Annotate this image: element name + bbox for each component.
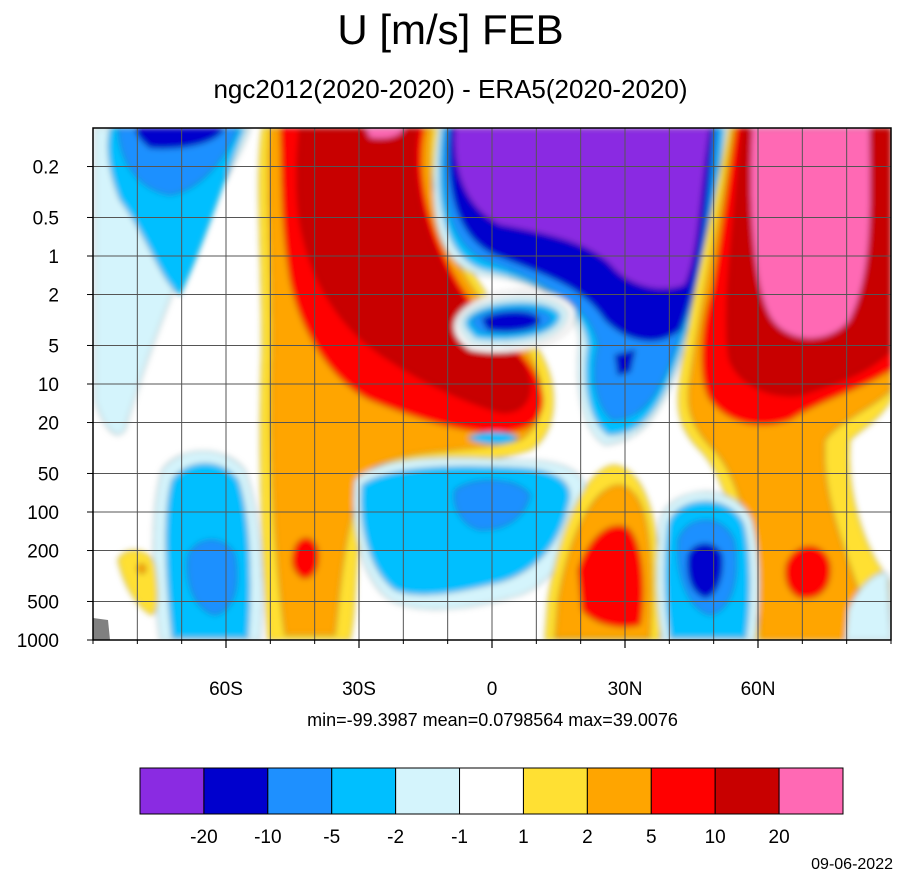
y-tick-label: 10 [38,375,59,396]
colorbar [139,767,844,815]
y-tick-label: 200 [27,542,59,563]
y-tick-label: 0.5 [33,208,59,229]
region-nh-westerly-pink [750,128,871,339]
region-eq-easterly-purple [454,128,711,290]
colorbar-label: -20 [190,827,217,848]
colorbar-swatch [714,767,780,815]
colorbar-label: -10 [254,827,281,848]
colorbar-swatch [331,767,397,815]
colorbar-swatch [586,767,652,815]
chart-subtitle: ngc2012(2020-2020) - ERA5(2020-2020) [213,74,688,104]
plot-area [93,128,891,640]
colorbar-swatch [203,767,269,815]
x-tick-label: 30S [342,679,376,700]
colorbar-swatch [395,767,461,815]
colorbar-swatch [650,767,716,815]
date-stamp: 09-06-2022 [811,856,893,873]
colorbar-swatch [459,767,524,815]
region-qbo-lower [467,431,519,445]
y-tick-label: 0.2 [33,158,59,179]
colorbar-label: 5 [646,827,657,848]
y-tick-label: 100 [27,503,59,524]
y-tick-label: 20 [38,414,59,435]
x-tick-label: 30N [608,679,643,700]
y-tick-label: 1 [48,247,59,268]
colorbar-label: 1 [518,827,529,848]
x-tick-label: 60N [741,679,776,700]
x-tick-label: 0 [487,679,498,700]
region-nh-surface-light [844,572,891,640]
stats-line: min=-99.3987 mean=0.0798564 max=39.0076 [307,710,678,730]
region-sh-surface-orange [136,563,147,574]
y-tick-label: 5 [48,336,59,357]
colorbar-label: 10 [705,827,726,848]
chart-title: U [m/s] FEB [337,6,564,53]
colorbar-label: -1 [451,827,468,848]
x-tick-label: 60S [209,679,243,700]
colorbar-swatch [522,767,588,815]
y-tick-label: 50 [38,464,59,485]
colorbar-label: 2 [582,827,593,848]
y-tick-label: 2 [48,286,59,307]
region-sh-polar-blue [187,539,238,616]
y-axis: 0.2 0.5 1 2 5 10 20 50 100 200 500 1000 [17,158,93,652]
colorbar-swatch [267,767,333,815]
colorbar-swatch [778,767,844,815]
region-qbo-darkblue [481,311,541,332]
missing-data-region [93,618,110,640]
x-axis: 60S 30S 0 30N 60N [92,640,892,700]
colorbar-label: -2 [387,827,404,848]
colorbar-label: -5 [323,827,340,848]
y-tick-label: 500 [27,592,59,613]
grid [93,128,891,640]
colorbar-labels: -20 -10 -5 -2 -1 1 2 5 10 20 [190,827,789,848]
colorbar-swatch [139,767,205,815]
colorbar-label: 20 [769,827,790,848]
region-nh-high-red [785,545,831,599]
y-tick-label: 1000 [17,631,59,652]
